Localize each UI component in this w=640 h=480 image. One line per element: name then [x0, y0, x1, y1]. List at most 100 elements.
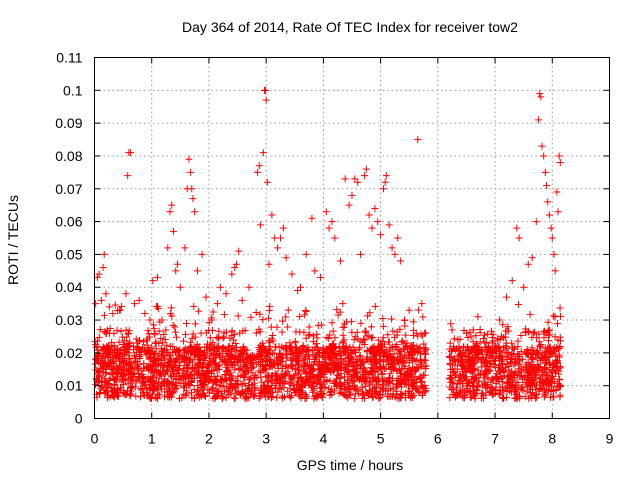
data-point: [161, 388, 169, 396]
data-point: [153, 386, 161, 394]
data-point: [298, 384, 306, 392]
data-point: [422, 329, 430, 337]
data-point: [104, 387, 112, 395]
data-point: [239, 343, 247, 351]
data-point: [109, 359, 117, 367]
data-point: [383, 392, 391, 400]
data-point: [398, 383, 406, 391]
data-point: [545, 337, 553, 345]
data-point: [359, 359, 367, 367]
data-point: [241, 371, 249, 379]
data-point: [130, 342, 138, 350]
data-point: [308, 380, 316, 388]
data-point: [375, 356, 383, 364]
data-point: [182, 387, 190, 395]
data-point: [446, 352, 454, 360]
data-point: [95, 270, 103, 278]
data-point: [317, 273, 325, 281]
data-point: [368, 385, 376, 393]
data-point: [325, 385, 333, 393]
data-point: [377, 231, 385, 239]
data-point: [194, 267, 201, 275]
data-point: [471, 359, 479, 367]
data-point: [542, 359, 550, 367]
data-point: [219, 349, 227, 357]
data-point: [124, 379, 132, 387]
data-point: [222, 328, 230, 336]
data-point: [268, 211, 276, 219]
data-point: [535, 330, 543, 338]
data-point: [410, 326, 418, 334]
data-point: [500, 387, 508, 395]
data-point: [139, 374, 147, 382]
data-point: [127, 384, 135, 392]
data-point: [252, 329, 260, 337]
y-tick-label: 0.1: [63, 82, 83, 98]
data-point: [109, 309, 117, 317]
data-point: [371, 355, 379, 363]
data-point: [309, 332, 317, 340]
data-point: [223, 367, 231, 375]
data-point: [540, 393, 548, 401]
data-point: [213, 379, 221, 387]
data-point: [132, 383, 140, 391]
data-point: [310, 385, 318, 393]
data-point: [339, 338, 347, 346]
data-point: [120, 365, 128, 373]
data-point: [276, 352, 284, 360]
data-point: [266, 338, 274, 346]
data-point: [305, 368, 313, 376]
data-point: [172, 267, 180, 275]
data-point: [273, 377, 281, 385]
data-point: [472, 332, 480, 340]
data-point: [489, 331, 497, 339]
data-point: [200, 381, 208, 389]
data-point: [386, 347, 394, 355]
data-point: [542, 385, 550, 393]
data-point: [153, 393, 161, 401]
data-point: [402, 342, 410, 350]
data-point: [377, 365, 385, 373]
data-point: [408, 394, 416, 402]
y-tick-label: 0: [75, 411, 83, 427]
data-point: [393, 328, 401, 336]
data-point: [235, 366, 243, 374]
data-point: [503, 293, 510, 301]
data-point: [152, 338, 160, 346]
data-point: [292, 389, 300, 397]
data-point: [119, 340, 127, 348]
data-point: [491, 364, 499, 372]
data-point: [452, 391, 460, 399]
data-point: [221, 371, 229, 379]
data-point: [274, 360, 282, 368]
data-point: [189, 365, 197, 373]
data-point: [401, 380, 409, 388]
data-point: [209, 308, 217, 316]
data-point: [532, 351, 540, 359]
data-point: [101, 328, 109, 336]
data-point: [409, 318, 417, 326]
data-point: [166, 354, 174, 362]
data-point: [91, 338, 99, 346]
data-point: [532, 390, 540, 398]
data-point: [373, 376, 381, 384]
data-point: [392, 387, 400, 395]
data-point: [448, 326, 456, 334]
data-point: [330, 387, 338, 395]
data-point: [472, 390, 480, 398]
data-point: [459, 393, 467, 401]
data-point: [340, 323, 348, 331]
data-point: [206, 334, 214, 342]
data-point: [352, 370, 360, 378]
data-point: [287, 393, 295, 401]
data-point: [96, 388, 104, 396]
data-point: [495, 391, 503, 399]
data-point: [331, 378, 339, 386]
data-point: [97, 382, 105, 390]
data-point: [161, 336, 169, 344]
data-point: [104, 391, 112, 399]
data-point: [389, 375, 397, 383]
data-point: [187, 168, 195, 176]
data-point: [196, 353, 204, 361]
data-point: [279, 224, 287, 232]
